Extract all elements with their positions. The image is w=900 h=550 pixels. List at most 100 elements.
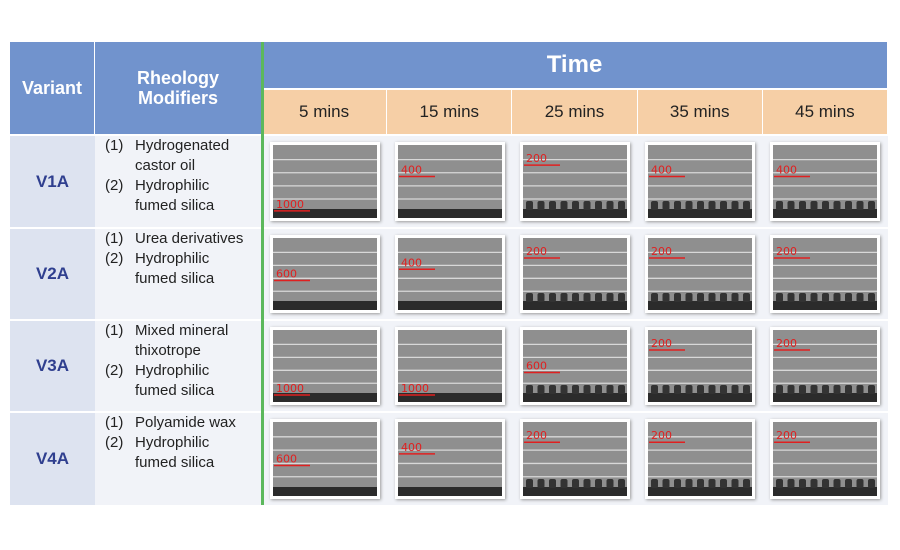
item-number: (1) (105, 230, 124, 247)
divider (261, 42, 264, 505)
drip (708, 293, 716, 302)
drip (845, 201, 853, 210)
drip (662, 293, 670, 302)
drip (776, 479, 784, 488)
panel (397, 330, 502, 402)
photo-cell: 1000 (262, 319, 388, 411)
drip (525, 201, 533, 210)
item-text: Hydrophilic fumed silica (135, 177, 215, 214)
drip (537, 385, 545, 394)
bottom-band (648, 209, 753, 218)
panel (397, 145, 502, 218)
drip (548, 385, 556, 394)
photo: 400 (394, 419, 505, 499)
drip (560, 385, 568, 394)
drip (856, 201, 864, 210)
photo-cell: 1000 (262, 134, 388, 227)
drip (525, 293, 533, 302)
bottom-band (397, 393, 502, 402)
drip (617, 385, 625, 394)
drip (560, 201, 568, 210)
drip (833, 385, 841, 394)
photo-cell: 400 (762, 134, 888, 227)
drip (685, 201, 693, 210)
drip (833, 479, 841, 488)
item-text: Hydrophilic fumed silica (135, 362, 215, 399)
drip (697, 201, 705, 210)
red-label: 400 (401, 164, 422, 177)
drip (731, 201, 739, 210)
drip (776, 385, 784, 394)
drip (651, 293, 659, 302)
drip (662, 479, 670, 488)
item-text: Hydrogenated castor oil (135, 137, 230, 174)
red-label: 1000 (276, 382, 304, 395)
modifier-item: (2) Hydrophilic fumed silica (105, 433, 255, 473)
item-text: Hydrophilic fumed silica (135, 250, 215, 287)
panel (272, 238, 377, 310)
drip (845, 479, 853, 488)
drip (856, 479, 864, 488)
drip (810, 201, 818, 210)
variant: V4A (10, 411, 95, 505)
item-number: (1) (105, 137, 124, 154)
red-label: 200 (526, 245, 547, 258)
drip (743, 385, 751, 394)
time-header: Time (262, 42, 888, 88)
drip (583, 293, 591, 302)
bottom-band (773, 209, 878, 218)
panel (397, 238, 502, 310)
bottom-band (397, 301, 502, 310)
drip (708, 385, 716, 394)
drip (743, 479, 751, 488)
photo: 200 (645, 419, 756, 499)
red-label: 1000 (401, 382, 429, 395)
drip (868, 293, 876, 302)
bottom-band (522, 209, 627, 218)
drip (810, 293, 818, 302)
modifier-item: (1) Mixed mineral thixotrope (105, 321, 255, 361)
bottom-band (648, 393, 753, 402)
item-number: (2) (105, 177, 124, 194)
drip (810, 385, 818, 394)
item-number: (1) (105, 322, 124, 339)
photo-cell: 600 (262, 411, 388, 505)
drip (810, 479, 818, 488)
photo: 1000 (269, 327, 380, 405)
drip (606, 293, 614, 302)
red-label: 600 (276, 452, 297, 465)
bottom-band (648, 487, 753, 496)
red-label: 200 (651, 245, 672, 258)
bottom-band (272, 209, 377, 218)
bottom-band (648, 301, 753, 310)
drip (594, 385, 602, 394)
drip (868, 479, 876, 488)
drip (822, 201, 830, 210)
drip (720, 479, 728, 488)
variant-header: Variant (10, 42, 95, 134)
modifier-item: (1) Hydrogenated castor oil (105, 136, 255, 176)
modifier-item: (1) Polyamide wax (105, 413, 255, 433)
drip (651, 201, 659, 210)
drip (560, 293, 568, 302)
bottom-band (272, 301, 377, 310)
modifier-item: (2) Hydrophilic fumed silica (105, 361, 255, 401)
photo-cell: 200 (637, 319, 763, 411)
drip (697, 479, 705, 488)
drip (662, 201, 670, 210)
photo-cell: 200 (512, 227, 638, 319)
bottom-band (773, 487, 878, 496)
photo: 200 (770, 419, 881, 499)
drip (674, 201, 682, 210)
drip (548, 479, 556, 488)
photo: 600 (519, 327, 630, 405)
drip (822, 479, 830, 488)
photo-cell: 400 (387, 411, 513, 505)
bottom-band (522, 393, 627, 402)
panel (272, 330, 377, 402)
photo: 400 (394, 142, 505, 221)
red-label: 200 (651, 337, 672, 350)
bottom-band (272, 393, 377, 402)
red-label: 1000 (276, 198, 304, 211)
photo-cell: 600 (512, 319, 638, 411)
